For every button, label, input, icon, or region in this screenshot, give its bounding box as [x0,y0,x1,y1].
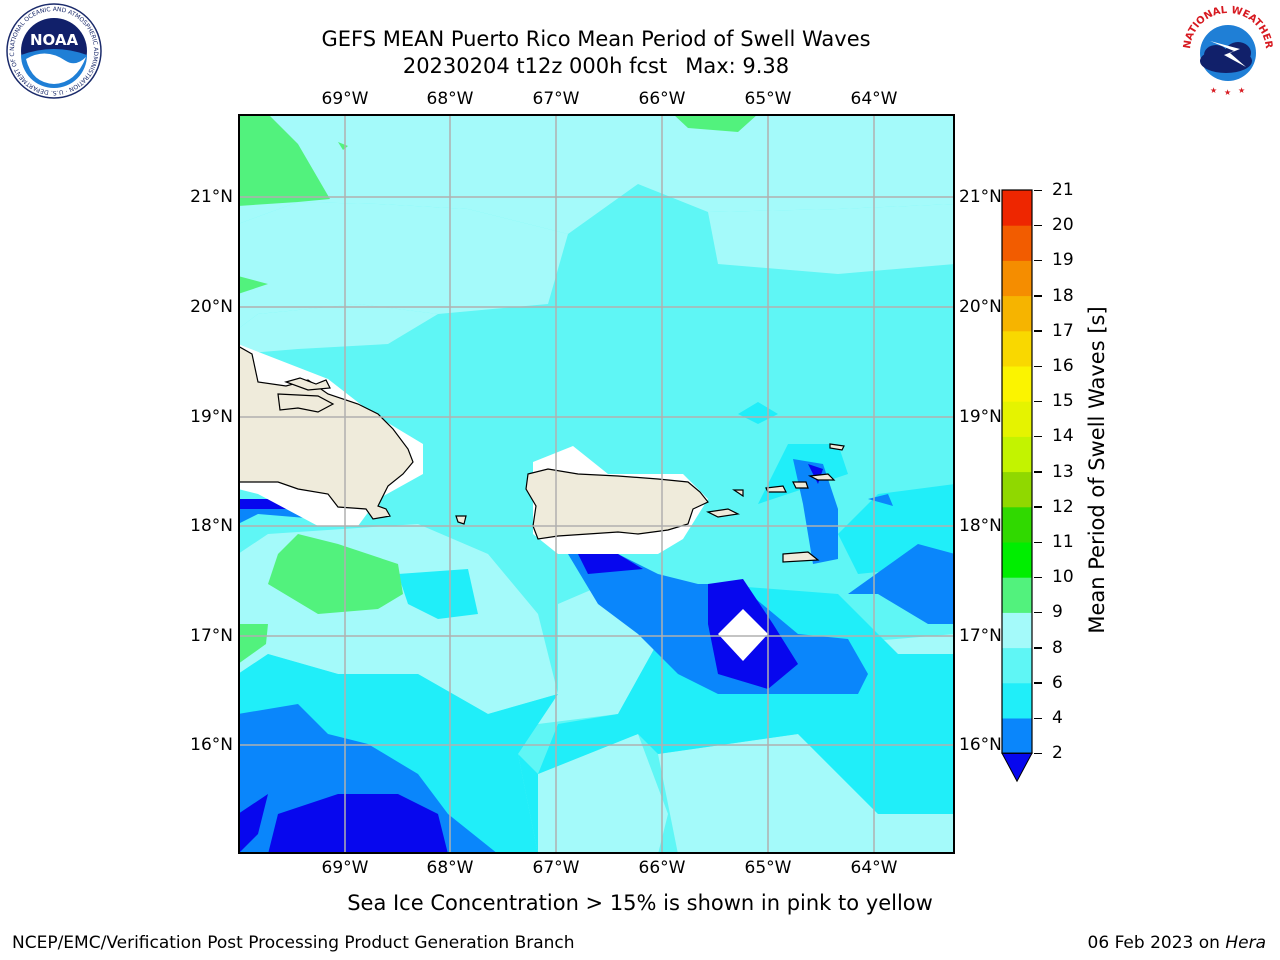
lat-right-label: 16°N [959,735,1002,755]
colorbar-segment [1002,330,1032,367]
colorbar-tick-label: 19 [1052,250,1074,271]
svg-text:NOAA: NOAA [30,31,79,49]
lat-right-label: 17°N [959,626,1002,646]
lat-left-label: 18°N [190,516,233,536]
colorbar-tick-label: 8 [1052,637,1063,658]
colorbar-tick [1034,400,1042,403]
colorbar-segment [1002,612,1032,649]
date-stamp: 06 Feb 2023 on Hera [1088,933,1266,953]
lon-bottom-label: 68°W [426,858,474,878]
colorbar-segment [1002,542,1032,578]
lat-left-label: 19°N [190,407,233,427]
lon-top-label: 69°W [321,89,369,109]
lon-top-label: 65°W [744,89,792,109]
svg-text:★: ★ [1224,88,1231,97]
lon-top-label: 64°W [850,89,898,109]
lat-right-label: 21°N [959,187,1002,207]
colorbar-tick [1034,752,1042,755]
sea-ice-note: Sea Ice Concentration > 15% is shown in … [347,891,933,915]
svg-text:★: ★ [1210,86,1217,95]
field-8-9 [238,114,955,854]
colorbar-tick-label: 21 [1052,180,1074,200]
colorbar-tick [1034,224,1042,227]
colorbar-tick [1034,682,1042,684]
colorbar-segment [1002,225,1032,261]
colorbar-tick-label: 11 [1052,532,1074,552]
lon-bottom-label: 67°W [532,858,580,878]
colorbar-segment [1002,366,1032,402]
nws-logo: NATIONAL WEATHER SERVICE ★ ★ ★ [1176,0,1276,99]
colorbar-tick-label: 10 [1052,567,1074,588]
colorbar-tick-label: 20 [1052,215,1074,236]
chart-title: GEFS MEAN Puerto Rico Mean Period of Swe… [321,27,871,51]
colorbar-tick-label: 16 [1052,356,1074,376]
lon-top-label: 66°W [638,89,686,109]
colorbar-segment [1002,647,1032,684]
colorbar-tick [1034,189,1042,191]
lon-bottom-label: 69°W [321,858,369,878]
colorbar-tick [1034,435,1042,438]
lon-bottom-label: 65°W [744,858,792,878]
colorbar-tick [1034,259,1042,262]
colorbar-extend-arrow [1001,752,1033,783]
colorbar-tick [1034,506,1042,508]
max-label: Max: 9.38 [685,54,790,78]
lon-top-label: 67°W [532,89,580,109]
colorbar-tick-label: 14 [1052,426,1074,447]
lon-bottom-label: 66°W [638,858,686,878]
chart-subtitle: 20230204 t12z 000h fcst Max: 9.38 [296,53,896,79]
colorbar-tick-label: 12 [1052,496,1074,517]
field-9-10 [238,114,758,664]
lat-left-label: 20°N [190,297,233,317]
colorbar-segment [1002,295,1032,332]
svg-text:★: ★ [1238,86,1245,95]
colorbar-tick [1034,330,1042,332]
colorbar-tick [1034,295,1042,297]
colorbar-title: Mean Period of Swell Waves [s] [1085,306,1109,634]
colorbar-tick [1034,471,1042,473]
lat-left-label: 21°N [190,187,233,207]
colorbar-segment [1002,260,1032,297]
noaa-logo: NATIONAL OCEANIC AND ATMOSPHERIC ADMINIS… [3,0,102,99]
colorbar-tick-label: 17 [1052,320,1074,341]
colorbar-segment [1002,506,1032,543]
colorbar-tick [1034,647,1042,649]
colorbar-tick-label: 15 [1052,391,1074,412]
colorbar-tick-label: 18 [1052,285,1074,306]
lat-left-label: 17°N [190,626,233,646]
lat-right-label: 20°N [959,297,1002,317]
colorbar-segment [1002,436,1032,473]
machine-name: Hera [1225,933,1266,953]
colorbar-segment [1002,401,1032,437]
grid [238,114,955,854]
lat-right-label: 18°N [959,516,1002,536]
colorbar-tick-label: 4 [1052,708,1063,728]
colorbar-tick [1034,611,1042,614]
colorbar-tick [1034,576,1042,579]
colorbar-segment [1002,471,1032,508]
run-label: 20230204 t12z 000h fcst [402,54,668,78]
map-frame [238,114,955,854]
colorbar-tick-label: 6 [1052,672,1063,693]
lon-top-label: 68°W [426,89,474,109]
credit-text: NCEP/EMC/Verification Post Processing Pr… [12,933,575,953]
lat-right-label: 19°N [959,407,1002,427]
colorbar-tick [1034,541,1042,543]
lat-left-label: 16°N [190,735,233,755]
colorbar-tick [1034,365,1042,367]
colorbar-segment [1002,718,1032,754]
colorbar-segment [1002,190,1032,226]
lon-bottom-label: 64°W [850,858,898,878]
colorbar-tick-label: 9 [1052,602,1063,623]
colorbar-tick-label: 13 [1052,461,1074,482]
date-text: 06 Feb 2023 on [1087,933,1220,953]
colorbar [1000,186,1034,786]
map-panel [238,114,955,854]
colorbar-segment [1002,577,1032,613]
colorbar-tick-label: 2 [1052,743,1063,764]
colorbar-tick [1034,717,1042,719]
colorbar-segment [1002,682,1032,719]
